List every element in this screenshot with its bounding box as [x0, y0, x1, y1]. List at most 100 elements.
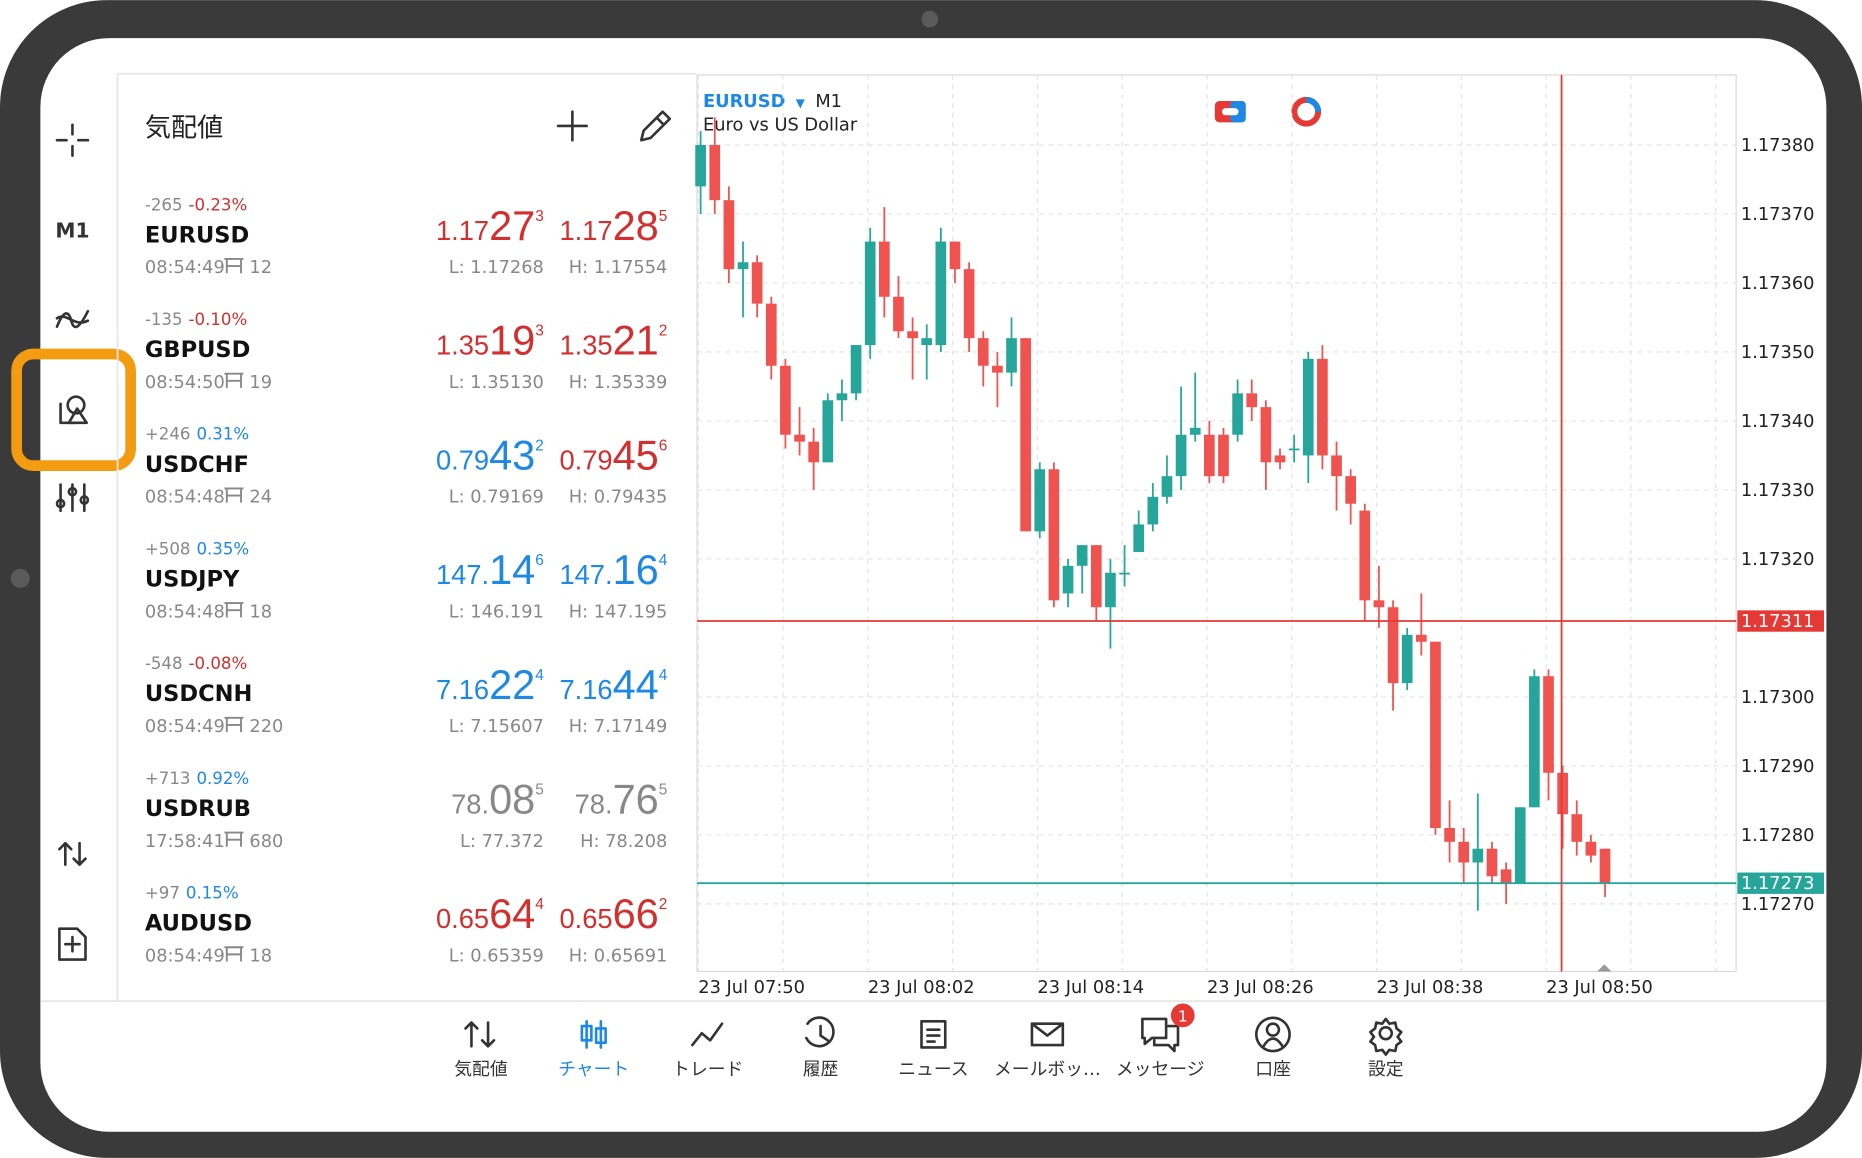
bid-price: 7.16224 — [436, 661, 544, 708]
spread-icon — [224, 716, 244, 733]
nav-item[interactable]: ニュース — [898, 1020, 969, 1080]
nav-icon — [1369, 1017, 1403, 1056]
objects-button[interactable] — [59, 395, 88, 425]
candle-body — [1288, 448, 1300, 451]
candle-body — [1034, 469, 1046, 532]
day-low: L: 1.35130 — [449, 372, 544, 393]
spread-icon — [224, 487, 244, 503]
nav-item[interactable]: メールボッ… — [994, 1022, 1101, 1080]
day-low: L: 77.372 — [460, 831, 544, 852]
day-low: L: 0.79169 — [449, 487, 544, 508]
bid-prefix: 7.16 — [436, 674, 489, 705]
x-tick-label: 23 Jul 08:38 — [1377, 977, 1484, 998]
timeframe-button[interactable]: M1 — [55, 219, 89, 243]
day-high: H: 0.65691 — [569, 945, 668, 966]
candle-body — [850, 345, 862, 394]
nav-item[interactable]: 口座 — [1255, 1016, 1291, 1080]
camera — [921, 10, 939, 28]
crosshair-button[interactable] — [55, 123, 90, 157]
quote-time: 08:54:48 — [145, 487, 225, 508]
one-click-button[interactable] — [1214, 101, 1246, 123]
badge-dot — [1170, 1003, 1195, 1028]
change-percent: 0.15% — [186, 884, 239, 903]
change-points: -135 — [145, 310, 183, 329]
candle-body — [1387, 607, 1399, 684]
bid-pips: 27 — [489, 202, 535, 249]
change-points: -548 — [145, 654, 183, 673]
candle-body — [836, 393, 848, 401]
candle-body — [695, 144, 706, 187]
candle-body — [1175, 434, 1187, 477]
toolbar: M1 — [11, 123, 136, 961]
symbol-dropdown[interactable]: ▼ — [796, 96, 806, 110]
nav-label: メールボッ… — [994, 1059, 1101, 1080]
day-low: L: 146.191 — [449, 601, 544, 622]
trade-levels-button[interactable] — [1291, 96, 1322, 127]
chart-symbol[interactable]: EURUSD — [703, 91, 785, 112]
day-high: H: 7.17149 — [569, 716, 668, 737]
trade-button[interactable] — [58, 841, 87, 866]
nav-item[interactable]: 設定 — [1368, 1017, 1404, 1080]
candle-body — [1557, 772, 1568, 815]
ask-price: 78.765 — [575, 776, 668, 823]
ask-price: 0.65662 — [559, 890, 667, 937]
candle-body — [1020, 338, 1031, 532]
change-line: +508 0.35% — [145, 539, 249, 558]
quote-time: 08:54:49 — [145, 257, 225, 278]
quote-time: 08:54:50 — [145, 372, 225, 393]
spread: 12 — [249, 257, 272, 278]
edit-button[interactable] — [639, 110, 672, 142]
change-percent: -0.23% — [189, 195, 248, 214]
indicators-button[interactable] — [55, 309, 90, 329]
day-high: H: 1.35339 — [569, 372, 668, 393]
nav-item[interactable]: メッセージ 1 — [1116, 1003, 1205, 1080]
candle-body — [1543, 676, 1554, 773]
nav-item[interactable]: 気配値 — [454, 1021, 508, 1080]
candle-body — [1486, 848, 1498, 877]
y-tick-label: 1.17300 — [1741, 687, 1815, 708]
ask-pips: 28 — [613, 202, 659, 249]
nav-item[interactable]: トレード — [672, 1022, 743, 1080]
quote-time: 08:54:49 — [145, 945, 225, 966]
add-symbol-button[interactable] — [556, 110, 588, 142]
quote-time: 08:54:48 — [145, 601, 225, 622]
candle-body — [1218, 434, 1229, 477]
candle-body — [1317, 358, 1328, 456]
symbol: USDJPY — [145, 566, 240, 592]
settings-button[interactable] — [55, 483, 90, 513]
x-tick-label: 23 Jul 08:50 — [1546, 977, 1653, 998]
ask-price: 0.79456 — [559, 431, 667, 478]
change-points: +713 — [145, 769, 191, 788]
candle-body — [864, 241, 876, 346]
candle-body — [1048, 469, 1060, 601]
candle-body — [1529, 676, 1540, 808]
bid-pips: 22 — [489, 661, 535, 708]
change-line: +713 0.92% — [145, 769, 249, 788]
spread: 680 — [249, 831, 283, 852]
new-order-button[interactable] — [58, 927, 87, 961]
nav-item[interactable]: チャート — [558, 1020, 629, 1080]
ask-prefix: 1.17 — [559, 215, 612, 246]
y-tick-label: 1.17290 — [1741, 756, 1815, 777]
ask-pips: 66 — [613, 890, 659, 937]
day-low: L: 0.65359 — [449, 945, 544, 966]
x-tick-label: 23 Jul 07:50 — [698, 977, 805, 998]
candle-body — [808, 441, 820, 463]
ask-prefix: 0.79 — [559, 444, 612, 475]
nav-item[interactable]: 履歴 — [803, 1016, 839, 1080]
ask-point: 2 — [659, 323, 668, 340]
y-tick-label: 1.17350 — [1741, 342, 1815, 363]
nav-icon — [580, 1020, 607, 1049]
change-percent: 0.92% — [196, 769, 249, 788]
candle-body — [1062, 565, 1074, 594]
candle-body — [1076, 545, 1088, 566]
candle-body — [921, 338, 933, 346]
